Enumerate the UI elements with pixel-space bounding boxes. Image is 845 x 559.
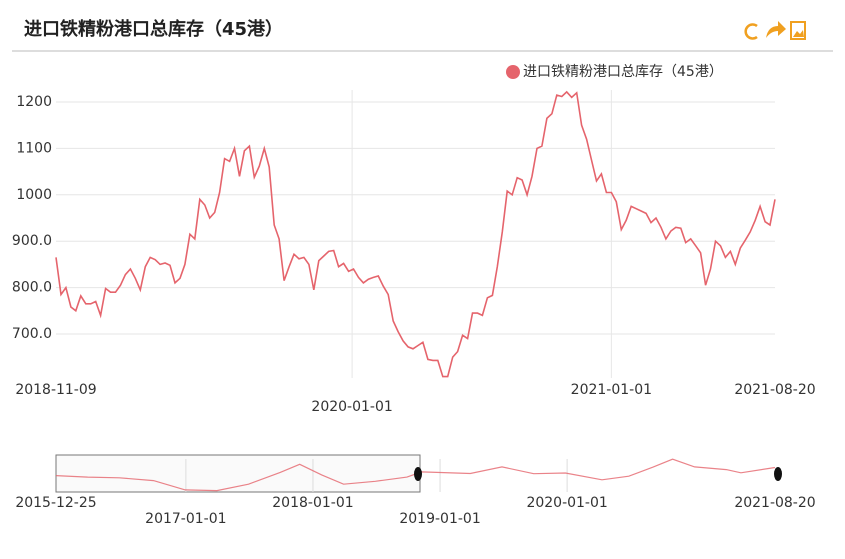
- y-tick-label: 700.0: [12, 326, 52, 342]
- x-tick-label: 2018-01-01: [272, 495, 353, 511]
- x-tick-label: 2019-01-01: [399, 511, 480, 527]
- image-icon[interactable]: [790, 21, 806, 40]
- x-tick-label: 2015-12-25: [15, 495, 96, 511]
- y-tick-label: 900.0: [12, 233, 52, 249]
- zoom-handle[interactable]: [414, 467, 422, 481]
- x-tick-label: 2020-01-01: [311, 399, 392, 415]
- legend-label: 进口铁精粉港口总库存（45港）: [523, 64, 723, 80]
- y-tick-label: 1100: [16, 140, 52, 156]
- series-line: [55, 90, 776, 378]
- x-tick-label: 2020-01-01: [526, 495, 607, 511]
- x-tick-label: 2021-08-20: [734, 495, 815, 511]
- y-tick-label: 1200: [16, 94, 52, 110]
- x-tick-label: 2021-08-20: [734, 382, 815, 398]
- zoom-handle[interactable]: [774, 467, 782, 481]
- refresh-icon[interactable]: [744, 23, 758, 40]
- share-icon[interactable]: [766, 21, 786, 38]
- x-tick-label: 2017-01-01: [145, 511, 226, 527]
- x-tick-label: 2018-11-09: [15, 382, 96, 398]
- y-tick-label: 1000: [16, 187, 52, 203]
- y-tick-label: 800.0: [12, 280, 52, 296]
- x-tick-label: 2021-01-01: [571, 382, 652, 398]
- legend-marker: [506, 65, 520, 79]
- chart-title: 进口铁精粉港口总库存（45港）: [24, 18, 283, 40]
